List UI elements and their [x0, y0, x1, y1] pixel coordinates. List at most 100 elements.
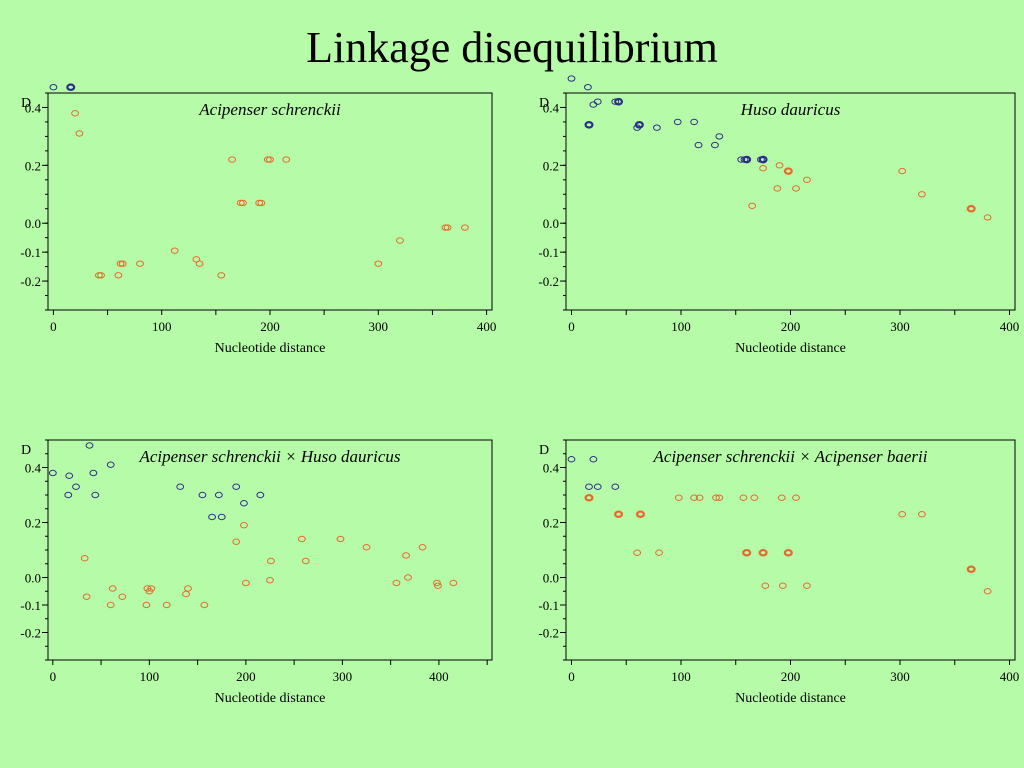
data-point [742, 155, 752, 164]
data-point [71, 110, 79, 117]
chart-title: Acipenser schrenckii × Acipenser baerii [653, 447, 928, 466]
data-point [715, 494, 724, 501]
data-point [217, 513, 226, 521]
data-point [147, 585, 156, 592]
data-point [418, 544, 427, 551]
data-point [142, 601, 151, 609]
x-tick-label: 300 [369, 319, 389, 334]
y-axis-label: D [539, 443, 549, 458]
data-point [567, 75, 576, 82]
data-point [690, 118, 699, 126]
data-point [404, 574, 412, 581]
data-point [208, 513, 216, 521]
data-point [652, 124, 661, 131]
x-tick-label: 100 [671, 669, 691, 684]
data-point [301, 557, 310, 565]
data-point [783, 167, 793, 175]
y-tick-label: 0.0 [25, 216, 41, 231]
data-point [792, 185, 800, 192]
x-tick-label: 300 [890, 669, 910, 684]
data-point [232, 538, 241, 545]
data-point [611, 483, 620, 490]
plot-frame [47, 439, 493, 661]
y-tick-label: -0.1 [20, 245, 41, 260]
data-point [712, 494, 720, 501]
x-tick-label: 100 [671, 319, 691, 334]
data-point [461, 224, 469, 231]
data-point [136, 260, 144, 267]
data-point [748, 202, 757, 210]
x-axis-label: Nucleotide distance [215, 341, 326, 356]
data-point [803, 582, 811, 589]
data-point [48, 469, 57, 477]
data-point [584, 84, 592, 91]
data-point [585, 483, 593, 490]
data-point [241, 579, 250, 587]
data-point [777, 494, 786, 501]
data-point [240, 500, 248, 507]
y-tick-label: -0.1 [538, 598, 559, 613]
data-point [792, 494, 800, 501]
data-point [611, 98, 620, 105]
data-point [336, 535, 345, 543]
y-tick-label: 0.4 [543, 461, 560, 476]
data-point [690, 494, 699, 501]
y-axis-label: D [539, 96, 549, 111]
data-point [118, 593, 127, 600]
data-point [614, 510, 624, 519]
scatter-panel-acipenser-schrenckii: 0.4 0.2 0.0 -0.1 -0.2 0 100 200 300 400 Nucleotide… [20, 83, 496, 356]
x-axis-label: Nucleotide distance [735, 691, 846, 706]
data-point [434, 582, 442, 589]
data-point [443, 224, 452, 231]
y-tick-label: 0.4 [25, 461, 42, 476]
data-point [918, 511, 926, 518]
data-point [449, 579, 458, 587]
y-axis-label: D [21, 96, 31, 111]
x-tick-label: 0 [50, 319, 57, 334]
data-point [85, 442, 94, 449]
y-tick-label: 0.2 [543, 158, 559, 173]
data-point [89, 469, 98, 477]
data-point [118, 260, 127, 267]
chart-title: Acipenser schrenckii [198, 100, 341, 119]
data-point [200, 601, 209, 609]
y-tick-label: 0.2 [25, 516, 41, 531]
slide-title: Linkage disequilibrium [306, 23, 718, 72]
data-point [239, 199, 247, 207]
data-point [739, 494, 748, 501]
data-point [396, 237, 404, 244]
y-tick-label: -0.2 [538, 626, 559, 641]
data-point [695, 494, 704, 501]
data-point [97, 272, 105, 279]
x-tick-label: 300 [890, 319, 910, 334]
data-point [783, 548, 793, 557]
data-point [75, 130, 84, 137]
x-tick-label: 100 [152, 319, 172, 334]
scatter-panel-schrenckii-x-baerii: 0.4 0.2 0.0 -0.1 -0.2 0 100 200 300 400 Nucleotide… [538, 439, 1020, 706]
data-point [593, 98, 602, 105]
data-point [778, 582, 787, 589]
scatter-panel-huso-dauricus: 0.4 0.2 0.0 -0.1 -0.2 0 100 200 300 400 Nucleotide… [538, 75, 1019, 356]
data-point [402, 552, 410, 559]
data-point [162, 601, 171, 609]
data-point [82, 593, 91, 600]
data-point [65, 472, 74, 479]
data-point [64, 491, 73, 499]
data-point [214, 491, 223, 499]
data-point [634, 121, 644, 129]
x-tick-label: 400 [1000, 669, 1020, 684]
data-point [228, 156, 236, 163]
x-tick-label: 0 [568, 319, 575, 334]
y-tick-label: -0.1 [538, 245, 559, 260]
x-tick-label: 400 [429, 669, 449, 684]
scatter-panel-schrenckii-x-dauricus: 0.4 0.2 0.0 -0.1 -0.2 0 100 200 300 400 Nucleotide… [20, 439, 493, 706]
data-point [198, 491, 207, 499]
data-point [898, 511, 907, 518]
data-point [584, 121, 594, 129]
y-tick-label: -0.2 [20, 626, 41, 641]
data-point [106, 601, 115, 609]
data-point [108, 585, 117, 592]
data-point [66, 83, 76, 92]
data-point [918, 191, 926, 198]
data-point [711, 141, 719, 149]
